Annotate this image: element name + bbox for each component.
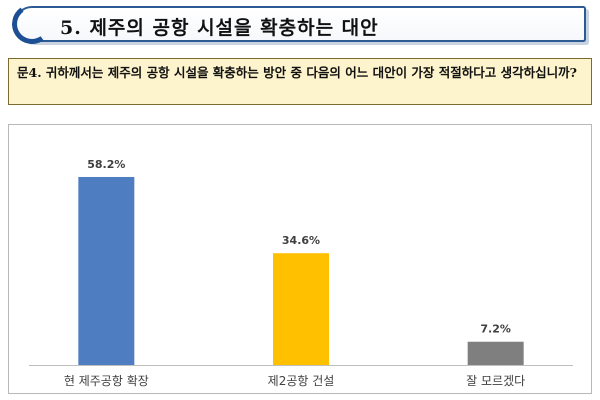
bar-1 xyxy=(78,176,135,365)
category-label-2: 제2공항 건설 xyxy=(268,374,335,388)
section-title-banner: 5. 제주의 공항 시설을 확충하는 대안 xyxy=(8,0,586,48)
title-arc-decoration xyxy=(8,0,56,48)
category-label-3: 잘 모르겠다 xyxy=(466,374,525,388)
bar-2 xyxy=(273,253,329,365)
data-label-1: 58.2% xyxy=(87,158,125,171)
bar-chart: 58.2% 현 제주공항 확장 34.6% 제2공항 건설 7.2% 잘 모르겠다 xyxy=(29,158,573,388)
data-label-3: 7.2% xyxy=(480,323,511,336)
category-label-1: 현 제주공항 확장 xyxy=(64,374,149,388)
survey-question: 문4. 귀하께서는 제주의 공항 시설을 확충하는 방안 중 다음의 어느 대안… xyxy=(8,58,592,105)
bar-3 xyxy=(467,341,524,365)
chart-panel: 58.2% 현 제주공항 확장 34.6% 제2공항 건설 7.2% 잘 모르겠다 xyxy=(8,124,592,394)
section-title: 5. 제주의 공항 시설을 확충하는 대안 xyxy=(60,17,379,39)
data-label-2: 34.6% xyxy=(282,234,320,247)
